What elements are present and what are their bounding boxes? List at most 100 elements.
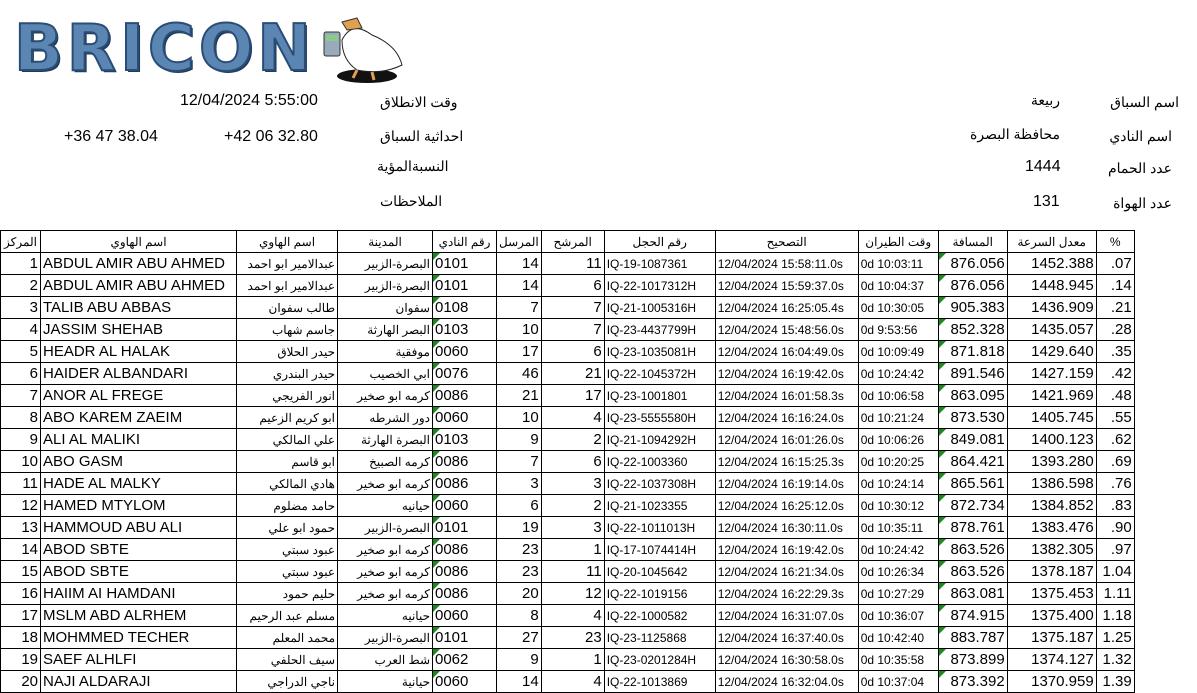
cell-city: شط العرب — [337, 648, 433, 671]
cell-sent: 17 — [496, 340, 542, 363]
header-sent[interactable]: المرسل — [496, 230, 542, 253]
table-row[interactable]: 10 ABO GASM ابو قاسم كرمه الصبيخ 0086 7 6 IQ-22… — [0, 450, 1135, 473]
header-ring-number[interactable]: رقم الحجل — [603, 230, 716, 253]
cell-fancier-name-ar: حيدر البندري — [236, 362, 338, 385]
cell-city: حيانيه — [337, 494, 433, 517]
pigeons-count-value: 1444 — [1025, 158, 1061, 175]
cell-percent: .97 — [1095, 538, 1135, 561]
cell-ring-number: IQ-23-0201284H — [603, 648, 716, 671]
table-row[interactable]: 3 TALIB ABU ABBAS طالب سفوان سفوان 0108 7 7 IQ-… — [0, 296, 1135, 319]
header-fancier-name-ar[interactable]: اسم الهاوي — [236, 230, 338, 253]
cell-speed: 1386.598 — [1006, 472, 1097, 495]
cell-qualified: 7 — [540, 318, 605, 341]
table-row[interactable]: 9 ALI AL MALIKI علي المالكي البصرة الهارثة 0… — [0, 428, 1135, 451]
cell-ring-number: IQ-22-1013869 — [603, 670, 716, 693]
cell-city: البصر الهارثة — [337, 318, 433, 341]
club-name-label: اسم النادي — [1109, 128, 1172, 144]
cell-ring-number: IQ-21-1023355 — [603, 494, 716, 517]
cell-fancier-name-ar: هادي المالكي — [236, 472, 338, 495]
header-rank[interactable]: المركز — [0, 230, 41, 253]
cell-sent: 10 — [496, 406, 542, 429]
table-row[interactable]: 8 ABO KAREM ZAEIM ابو كريم الزعيم دور الشرط… — [0, 406, 1135, 429]
fanciers-count-value: 131 — [1033, 193, 1060, 210]
cell-rank: 7 — [0, 384, 41, 407]
table-row[interactable]: 4 JASSIM SHEHAB جاسم شهاب البصر الهارثة 0103… — [0, 318, 1135, 341]
table-row[interactable]: 5 HEADR AL HALAK حيدر الحلاق موفقية 0060 17 6 I… — [0, 340, 1135, 363]
notes-label: الملاحظات — [380, 193, 443, 209]
table-row[interactable]: 15 ABOD SBTE عبود سبتي كرمه ابو صخير 0086 23 1… — [0, 560, 1135, 583]
header-fancier-name-en[interactable]: اسم الهاوي — [40, 230, 237, 253]
pigeon-mascot-icon — [323, 17, 403, 83]
table-row[interactable]: 11 HADE AL MALKY هادي المالكي كرمه ابو صخير… — [0, 472, 1135, 495]
cell-qualified: 3 — [540, 516, 605, 539]
cell-speed: 1378.187 — [1006, 560, 1097, 583]
cell-sent: 23 — [496, 560, 542, 583]
header-club-number[interactable]: رقم النادي — [432, 230, 497, 253]
cell-rank: 6 — [0, 362, 41, 385]
cell-flight-time: 0d 10:04:37 — [857, 274, 939, 297]
header-percent[interactable]: % — [1095, 230, 1135, 253]
table-row[interactable]: 7 ANOR AL FREGE انور الفريجي كرمه ابو صخير 0… — [0, 384, 1135, 407]
cell-speed: 1393.280 — [1006, 450, 1097, 473]
cell-fancier-name-en: ABDUL AMIR ABU AHMED — [40, 252, 237, 275]
table-row[interactable]: 14 ABOD SBTE عبود سبتي كرمه ابو صخير 0086 23 1… — [0, 538, 1135, 561]
table-row[interactable]: 16 HAIIM AI HAMDANI حليم حمود كرمه ابو صخير… — [0, 582, 1135, 605]
coord-longitude: +36 47 38.04 — [64, 128, 158, 145]
table-row[interactable]: 1 ABDUL AMIR ABU AHMED عبدالامير ابو احمد ا… — [0, 252, 1135, 275]
cell-distance: 864.421 — [937, 450, 1008, 473]
cell-speed: 1405.745 — [1006, 406, 1097, 429]
header-speed[interactable]: معدل السرعة — [1006, 230, 1097, 253]
cell-fancier-name-en: NAJI ALDARAJI — [40, 670, 237, 693]
cell-fancier-name-ar: ابو قاسم — [236, 450, 338, 473]
cell-sent: 7 — [496, 296, 542, 319]
cell-percent: .07 — [1095, 252, 1135, 275]
table-row[interactable]: 13 HAMMOUD ABU ALI حمود ابو علي البصرة-الزب… — [0, 516, 1135, 539]
cell-sent: 9 — [496, 428, 542, 451]
cell-fancier-name-ar: محمد المعلم — [236, 626, 338, 649]
cell-distance: 878.761 — [937, 516, 1008, 539]
cell-ring-number: IQ-20-1045642 — [603, 560, 716, 583]
cell-ring-number: IQ-23-4437799H — [603, 318, 716, 341]
header-distance[interactable]: المسافة — [937, 230, 1008, 253]
cell-rank: 12 — [0, 494, 41, 517]
cell-fancier-name-en: ABOD SBTE — [40, 538, 237, 561]
cell-sent: 10 — [496, 318, 542, 341]
cell-percent: .76 — [1095, 472, 1135, 495]
cell-speed: 1436.909 — [1006, 296, 1097, 319]
cell-distance: 874.915 — [937, 604, 1008, 627]
header-city[interactable]: المدينة — [337, 230, 433, 253]
table-row[interactable]: 12 HAMED MTYLOM حامد مضلوم حيانيه 0060 6 2 IQ-2… — [0, 494, 1135, 517]
cell-rank: 5 — [0, 340, 41, 363]
table-row[interactable]: 17 MSLM ABD ALRHEM مسلم عبد الرحيم حيانيه 00… — [0, 604, 1135, 627]
cell-corrected-time: 12/04/2024 16:01:58.3s — [714, 384, 859, 407]
cell-rank: 14 — [0, 538, 41, 561]
header-flight-time[interactable]: وقت الطيران — [857, 230, 939, 253]
cell-club-number: 0086 — [432, 450, 497, 473]
club-name-value: محافظة البصرة — [970, 126, 1060, 142]
table-row[interactable]: 20 NAJI ALDARAJI ناجي الدراجي حيانية 0060 14 4… — [0, 670, 1135, 693]
cell-rank: 1 — [0, 252, 41, 275]
cell-corrected-time: 12/04/2024 16:37:40.0s — [714, 626, 859, 649]
table-row[interactable]: 6 HAIDER ALBANDARI حيدر البندري ابي الخصيب 0… — [0, 362, 1135, 385]
cell-fancier-name-en: MSLM ABD ALRHEM — [40, 604, 237, 627]
cell-speed: 1383.476 — [1006, 516, 1097, 539]
table-row[interactable]: 19 SAEF ALHLFI سيف الحلفي شط العرب 0062 9 1 IQ-… — [0, 648, 1135, 671]
cell-speed: 1400.123 — [1006, 428, 1097, 451]
cell-qualified: 23 — [540, 626, 605, 649]
table-row[interactable]: 2 ABDUL AMIR ABU AHMED عبدالامير ابو احمد ا… — [0, 274, 1135, 297]
cell-corrected-time: 12/04/2024 16:15:25.3s — [714, 450, 859, 473]
header-corrected-time[interactable]: التصحيح — [714, 230, 859, 253]
table-row[interactable]: 18 MOHMMED TECHER محمد المعلم البصرة-الزبير… — [0, 626, 1135, 649]
cell-percent: .28 — [1095, 318, 1135, 341]
cell-speed: 1375.400 — [1006, 604, 1097, 627]
cell-rank: 4 — [0, 318, 41, 341]
cell-rank: 11 — [0, 472, 41, 495]
cell-qualified: 6 — [540, 450, 605, 473]
cell-distance: 872.734 — [937, 494, 1008, 517]
cell-qualified: 17 — [540, 384, 605, 407]
cell-sent: 46 — [496, 362, 542, 385]
cell-flight-time: 0d 10:37:04 — [857, 670, 939, 693]
cell-fancier-name-ar: طالب سفوان — [236, 296, 338, 319]
cell-rank: 18 — [0, 626, 41, 649]
header-qualified[interactable]: المرشح — [540, 230, 605, 253]
